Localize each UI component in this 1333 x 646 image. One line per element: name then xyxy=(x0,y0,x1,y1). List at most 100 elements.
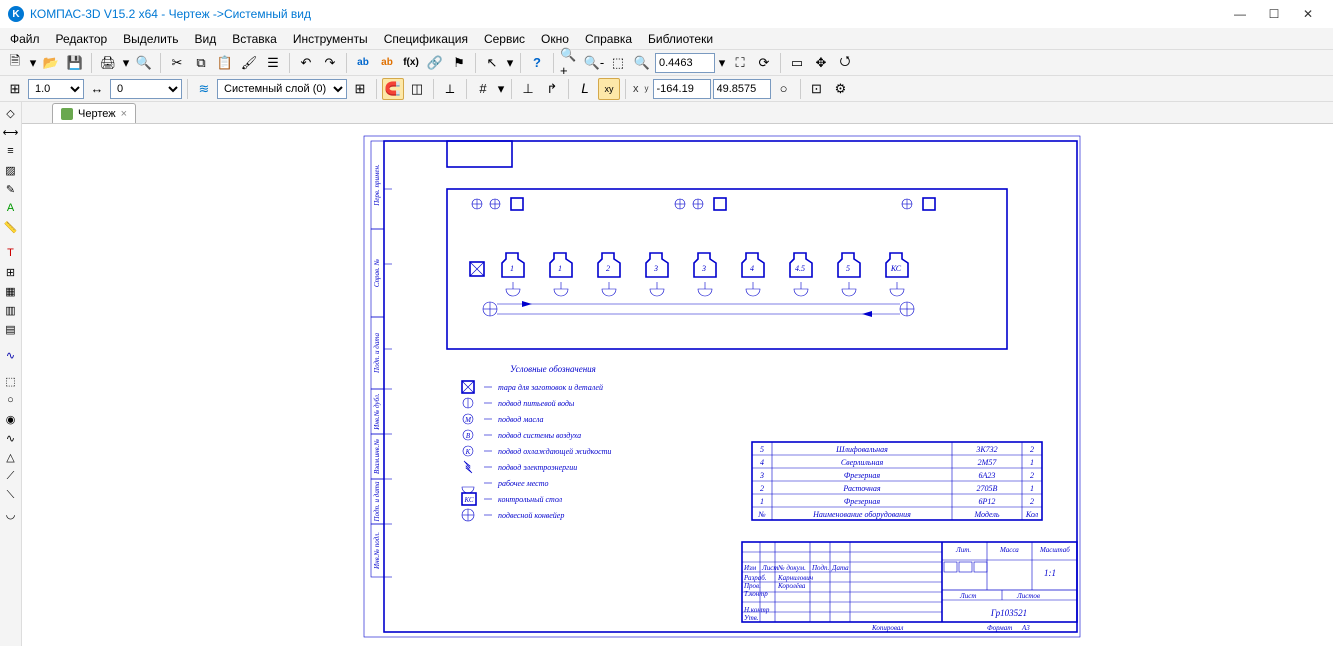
snap-settings-icon[interactable]: ⚙ xyxy=(830,78,852,100)
format-painter-icon[interactable]: 🖌 xyxy=(238,52,260,74)
fit-icon[interactable]: ⛶ xyxy=(729,52,751,74)
tab-close-icon[interactable]: × xyxy=(121,108,127,120)
canvas-host: Чертеж × Перв. примен.Справ. №Подп. и да… xyxy=(22,102,1333,646)
zoom-dropdown-icon[interactable]: ▾ xyxy=(717,52,727,74)
coord-x-input[interactable] xyxy=(653,79,711,99)
trim-icon[interactable]: ○ xyxy=(1,391,21,409)
maximize-button[interactable]: ☐ xyxy=(1257,3,1291,25)
layer-icon[interactable]: ≋ xyxy=(193,78,215,100)
zoom-input[interactable] xyxy=(655,53,715,73)
grid-icon[interactable]: # xyxy=(472,78,494,100)
svg-text:Инв.№ подл.: Инв.№ подл. xyxy=(373,532,381,570)
svg-text:Подп. и дата: Подп. и дата xyxy=(373,333,381,374)
symbols-icon[interactable]: ≡ xyxy=(1,142,21,160)
zoom-out-icon[interactable]: 🔍- xyxy=(583,52,605,74)
fx-icon[interactable]: f(x) xyxy=(400,52,422,74)
grid-dropdown-icon[interactable]: ▾ xyxy=(496,78,506,100)
scale-icon[interactable]: △ xyxy=(1,448,21,466)
paste-icon[interactable]: 📋 xyxy=(214,52,236,74)
tangent-icon[interactable]: ↱ xyxy=(541,78,563,100)
form-icon[interactable]: ▤ xyxy=(1,320,21,338)
svg-text:подвесной конвейер: подвесной конвейер xyxy=(498,511,564,520)
layer-mgr-icon[interactable]: ⊞ xyxy=(349,78,371,100)
cut-icon[interactable]: ✂ xyxy=(166,52,188,74)
link-icon[interactable]: 🔗 xyxy=(424,52,446,74)
svg-text:К: К xyxy=(465,448,471,456)
close-button[interactable]: ✕ xyxy=(1291,3,1325,25)
menu-spec[interactable]: Спецификация xyxy=(378,30,474,48)
scroll-frame-icon[interactable]: ▭ xyxy=(786,52,808,74)
params-icon[interactable]: A xyxy=(1,199,21,217)
copy-icon[interactable]: ⧉ xyxy=(190,52,212,74)
props-icon[interactable]: ☰ xyxy=(262,52,284,74)
vars-e-icon[interactable]: ab xyxy=(376,52,398,74)
undo-icon[interactable]: ↶ xyxy=(295,52,317,74)
table-icon[interactable]: ⊞ xyxy=(1,263,21,281)
dim-xy-icon[interactable]: xy xyxy=(598,78,620,100)
new-dropdown-icon[interactable]: ▾ xyxy=(28,52,38,74)
text-icon[interactable]: T xyxy=(1,244,21,262)
help-icon[interactable]: ? xyxy=(526,52,548,74)
preview-icon[interactable]: 🔍 xyxy=(133,52,155,74)
zoom-dyn-icon[interactable]: 🔍 xyxy=(631,52,653,74)
geometry-icon[interactable]: ◇ xyxy=(1,104,21,122)
new-icon[interactable]: 🗎 xyxy=(4,52,26,74)
move-icon[interactable]: ⟋ xyxy=(1,467,21,485)
menu-edit[interactable]: Редактор xyxy=(50,30,114,48)
coord-lock-icon[interactable]: ○ xyxy=(773,78,795,100)
surface-icon[interactable]: ▦ xyxy=(1,282,21,300)
local-cs-icon[interactable]: 𝘓 xyxy=(574,78,596,100)
menu-service[interactable]: Сервис xyxy=(478,30,531,48)
zoom-in-icon[interactable]: 🔍+ xyxy=(559,52,581,74)
pan-icon[interactable]: ✥ xyxy=(810,52,832,74)
cursor-dropdown-icon[interactable]: ▾ xyxy=(505,52,515,74)
save-icon[interactable]: 💾 xyxy=(64,52,86,74)
menu-file[interactable]: Файл xyxy=(4,30,46,48)
svg-text:4: 4 xyxy=(760,458,764,467)
menu-libs[interactable]: Библиотеки xyxy=(642,30,719,48)
document-tab[interactable]: Чертеж × xyxy=(52,103,136,123)
minimize-button[interactable]: — xyxy=(1223,3,1257,25)
step-combo[interactable]: 0 xyxy=(110,79,182,99)
coord-y-input[interactable] xyxy=(713,79,771,99)
sym-icon[interactable]: ∿ xyxy=(1,429,21,447)
refresh-icon[interactable]: ⟳ xyxy=(753,52,775,74)
edit-icon[interactable]: ✎ xyxy=(1,180,21,198)
measure-icon[interactable]: 📏 xyxy=(1,218,21,236)
toolbar-secondary: ⊞ 1.0 ↔ 0 ≋ Системный слой (0) ⊞ 🧲 ◫ ⟂ #… xyxy=(0,76,1333,102)
snap-toggle-icon[interactable]: ⊡ xyxy=(806,78,828,100)
print-icon[interactable]: 🖨 xyxy=(97,52,119,74)
open-icon[interactable]: 📂 xyxy=(40,52,62,74)
scale-combo[interactable]: 1.0 xyxy=(28,79,84,99)
menu-help[interactable]: Справка xyxy=(579,30,638,48)
spline-icon[interactable]: ∿ xyxy=(1,346,21,364)
fillet-icon[interactable]: ◡ xyxy=(1,505,21,523)
ortho-icon[interactable]: ◫ xyxy=(406,78,428,100)
menu-insert[interactable]: Вставка xyxy=(226,30,283,48)
orbit-icon[interactable]: ⭯ xyxy=(834,52,856,74)
zoom-window-icon[interactable]: ⬚ xyxy=(607,52,629,74)
menu-tools[interactable]: Инструменты xyxy=(287,30,374,48)
cursor-icon[interactable]: ↖ xyxy=(481,52,503,74)
constraint-icon[interactable]: ⟂ xyxy=(439,78,461,100)
menu-view[interactable]: Вид xyxy=(189,30,223,48)
variables-icon[interactable]: ab xyxy=(352,52,374,74)
layer-combo[interactable]: Системный слой (0) xyxy=(217,79,347,99)
print-dropdown-icon[interactable]: ▾ xyxy=(121,52,131,74)
grid-toggle-icon[interactable]: ⊞ xyxy=(4,78,26,100)
select-icon[interactable]: ⬚ xyxy=(1,372,21,390)
perp-icon[interactable]: ⊥ xyxy=(517,78,539,100)
svg-text:Наименование оборудования: Наименование оборудования xyxy=(812,510,911,519)
drawing-canvas[interactable]: Перв. примен.Справ. №Подп. и датаИнв.№ д… xyxy=(22,124,1333,646)
chamfer-icon[interactable]: ⟍ xyxy=(1,486,21,504)
hatch-icon[interactable]: ▨ xyxy=(1,161,21,179)
menu-window[interactable]: Окно xyxy=(535,30,575,48)
roughness-icon[interactable]: ▥ xyxy=(1,301,21,319)
step-icon[interactable]: ↔ xyxy=(86,78,108,100)
dim-icon[interactable]: ⟷ xyxy=(1,123,21,141)
redo-icon[interactable]: ↷ xyxy=(319,52,341,74)
magnet-icon[interactable]: 🧲 xyxy=(382,78,404,100)
flag-icon[interactable]: ⚑ xyxy=(448,52,470,74)
rotate-icon[interactable]: ◉ xyxy=(1,410,21,428)
menu-select[interactable]: Выделить xyxy=(117,30,184,48)
